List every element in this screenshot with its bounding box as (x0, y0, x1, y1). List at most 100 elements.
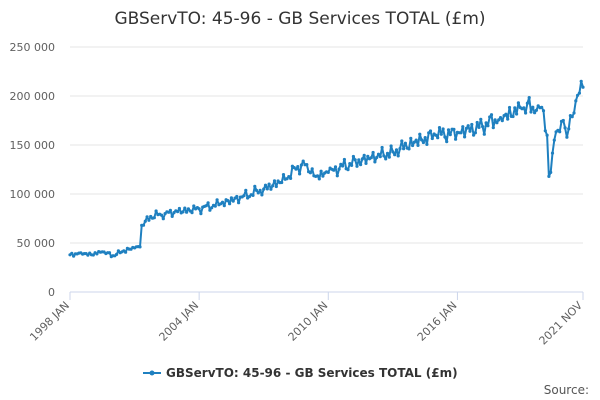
data-point[interactable] (145, 215, 149, 219)
data-point[interactable] (479, 117, 483, 121)
data-point[interactable] (190, 211, 194, 215)
data-point[interactable] (380, 145, 384, 150)
data-point[interactable] (357, 158, 361, 162)
data-point[interactable] (418, 132, 422, 136)
data-point[interactable] (177, 206, 181, 211)
data-point[interactable] (186, 207, 190, 211)
data-point[interactable] (360, 157, 364, 161)
data-point[interactable] (400, 139, 404, 143)
data-point[interactable] (301, 159, 305, 163)
data-point[interactable] (138, 245, 142, 249)
data-point[interactable] (237, 201, 241, 205)
data-point[interactable] (495, 121, 499, 125)
data-point[interactable] (545, 133, 549, 137)
data-point[interactable] (272, 179, 277, 183)
data-point[interactable] (443, 135, 447, 139)
data-point[interactable] (398, 147, 402, 151)
data-point[interactable] (366, 154, 370, 158)
data-point[interactable] (274, 184, 278, 189)
data-point[interactable] (382, 154, 386, 158)
data-point[interactable] (341, 164, 345, 168)
data-point[interactable] (421, 140, 425, 145)
data-point[interactable] (425, 142, 429, 146)
data-point[interactable] (346, 168, 350, 172)
data-point[interactable] (446, 128, 451, 132)
data-point[interactable] (260, 193, 264, 197)
data-point[interactable] (403, 141, 407, 145)
data-point[interactable] (543, 129, 547, 133)
data-point[interactable] (208, 208, 212, 212)
data-point[interactable] (192, 204, 196, 208)
data-point[interactable] (391, 150, 395, 154)
data-point[interactable] (124, 250, 128, 254)
data-point[interactable] (317, 177, 321, 181)
data-point[interactable] (299, 163, 303, 167)
data-point[interactable] (262, 187, 266, 191)
data-point[interactable] (452, 127, 456, 131)
data-point[interactable] (204, 204, 208, 208)
data-point[interactable] (430, 136, 434, 141)
legend[interactable]: GBServTO: 45-96 - GB Services TOTAL (£m) (143, 366, 458, 380)
data-point[interactable] (256, 191, 260, 195)
data-point[interactable] (296, 165, 300, 169)
data-point[interactable] (396, 154, 400, 158)
data-point[interactable] (220, 200, 225, 204)
data-point[interactable] (115, 252, 119, 256)
data-point[interactable] (550, 151, 555, 155)
data-point[interactable] (470, 122, 474, 127)
data-point[interactable] (534, 108, 539, 112)
data-point[interactable] (454, 137, 458, 141)
data-point[interactable] (342, 157, 346, 162)
data-point[interactable] (310, 167, 314, 171)
data-point[interactable] (231, 199, 235, 203)
data-point[interactable] (378, 155, 382, 159)
data-point[interactable] (147, 218, 151, 222)
data-point[interactable] (484, 121, 488, 125)
data-point[interactable] (350, 163, 354, 167)
data-point[interactable] (411, 143, 415, 148)
data-point[interactable] (289, 176, 293, 180)
data-point[interactable] (561, 118, 565, 123)
data-point[interactable] (486, 124, 490, 128)
data-point[interactable] (91, 253, 95, 257)
data-point[interactable] (500, 119, 504, 123)
data-point[interactable] (242, 194, 246, 198)
data-point[interactable] (541, 109, 546, 113)
data-point[interactable] (185, 210, 189, 214)
data-point[interactable] (353, 158, 357, 162)
data-point[interactable] (280, 180, 284, 185)
data-point[interactable] (428, 129, 433, 133)
data-point[interactable] (516, 101, 521, 105)
data-point[interactable] (475, 120, 479, 125)
data-point[interactable] (181, 210, 185, 214)
data-point[interactable] (409, 136, 413, 140)
data-point[interactable] (466, 124, 470, 128)
data-point[interactable] (437, 126, 442, 130)
data-point[interactable] (215, 198, 219, 202)
data-point[interactable] (226, 199, 230, 203)
data-point[interactable] (394, 148, 399, 152)
data-point[interactable] (369, 156, 373, 160)
data-point[interactable] (527, 96, 531, 100)
data-point[interactable] (143, 219, 147, 223)
data-point[interactable] (488, 115, 492, 119)
data-point[interactable] (371, 150, 375, 155)
data-point[interactable] (522, 106, 526, 110)
data-point[interactable] (472, 133, 476, 137)
data-point[interactable] (152, 216, 156, 220)
data-point[interactable] (563, 126, 567, 130)
data-point[interactable] (263, 183, 268, 187)
data-point[interactable] (489, 113, 494, 117)
data-point[interactable] (351, 154, 355, 159)
data-point[interactable] (439, 132, 443, 136)
data-point[interactable] (197, 207, 201, 211)
data-point[interactable] (265, 187, 269, 191)
data-point[interactable] (364, 161, 368, 165)
data-point[interactable] (373, 160, 377, 164)
data-point[interactable] (359, 163, 363, 167)
data-point[interactable] (258, 188, 262, 192)
data-point[interactable] (498, 116, 503, 120)
data-point[interactable] (168, 208, 172, 212)
data-point[interactable] (271, 184, 275, 188)
data-point[interactable] (547, 174, 551, 178)
